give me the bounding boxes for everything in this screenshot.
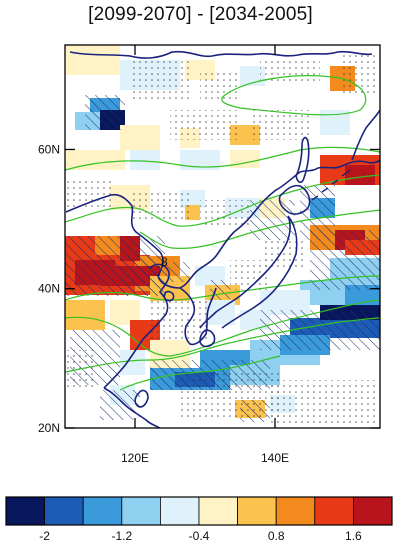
- map-frame: [64, 44, 381, 429]
- colorbar-swatch: [314, 496, 354, 526]
- colorbar-label: -1.2: [111, 529, 132, 543]
- hatch-region: [260, 310, 380, 350]
- colorbar: -2 -1.2 -0.4 0.8 1.6: [5, 496, 393, 543]
- stipple-region: [270, 380, 380, 425]
- coastline-hokkaido: [278, 184, 311, 215]
- colorbar-label: 1.6: [345, 529, 362, 543]
- coastline-china-south: [103, 387, 161, 428]
- colorbar-swatch: [82, 496, 123, 526]
- colorbar-swatch: [237, 496, 277, 526]
- contour-line: [65, 146, 380, 171]
- coastline-honshu: [199, 215, 298, 329]
- colorbar-label: -2: [39, 529, 50, 543]
- colorbar-label: 0.8: [268, 529, 285, 543]
- stipple-region: [130, 190, 190, 220]
- field-cell: [65, 150, 125, 170]
- stipple-region: [150, 300, 210, 340]
- stipple-region: [65, 180, 115, 210]
- coastline-mainland: [65, 50, 380, 289]
- coastline-kurils: [311, 169, 351, 201]
- field-cell: [130, 150, 160, 170]
- contour-line: [221, 75, 367, 116]
- hatch-region: [85, 95, 125, 130]
- coastline-bohai: [103, 263, 170, 389]
- field-cell: [345, 165, 375, 185]
- colorbar-swatch: [352, 496, 393, 526]
- field-cell: [65, 45, 120, 75]
- colorbar-swatch: [5, 496, 45, 526]
- lon-tick-label: 120E: [121, 451, 149, 465]
- field-cell: [65, 300, 105, 330]
- hatch-region: [250, 200, 295, 240]
- map-title: [2099-2070] - [2034-2005]: [88, 4, 313, 25]
- contour-line: [65, 275, 380, 301]
- coastline-kamchatka: [351, 109, 380, 161]
- agreement-stippling: [65, 55, 380, 425]
- contour-lines: [65, 75, 380, 391]
- lat-tick-label: 40N: [38, 282, 60, 296]
- hatch-region: [120, 256, 160, 296]
- stipple-region: [130, 60, 190, 100]
- coastline-sakhalin: [295, 136, 310, 184]
- field-cell: [180, 150, 220, 170]
- coastline-korea: [179, 287, 217, 346]
- field-cell: [230, 150, 260, 168]
- colorbar-swatch: [44, 496, 84, 526]
- colorbar-swatch: [198, 496, 238, 526]
- stipple-region: [200, 70, 240, 100]
- stipple-region: [260, 60, 320, 85]
- coastline-shantung: [163, 290, 175, 302]
- colorbar-frame: [5, 496, 393, 526]
- contour-inline-label: 8: [161, 255, 168, 269]
- stipple-region: [180, 370, 280, 420]
- lat-tick-label: 20N: [38, 421, 60, 435]
- contour-line: [65, 299, 380, 357]
- contour-line: [119, 355, 281, 391]
- stipple-region: [65, 350, 95, 390]
- colorbar-label: -0.4: [189, 529, 210, 543]
- contour-line: [65, 317, 380, 373]
- stipple-region: [170, 110, 240, 140]
- colorbar-swatch: [275, 496, 316, 526]
- contour-line: [139, 209, 380, 249]
- coastlines: [65, 50, 380, 428]
- coastline-taiwan: [134, 389, 149, 408]
- lon-tick-label: 140E: [261, 451, 289, 465]
- contour-line: [65, 174, 380, 227]
- hatch-region: [100, 390, 140, 420]
- stipple-region: [250, 110, 310, 140]
- stipple-region: [200, 200, 250, 225]
- axis-ticks: 60N 40N 20N 120E 140E: [38, 45, 380, 465]
- colorbar-swatch: [121, 496, 161, 526]
- colorbar-swatch: [159, 496, 200, 526]
- field-cell: [120, 125, 160, 150]
- hatch-region: [165, 262, 190, 282]
- stipple-region: [340, 55, 380, 95]
- lat-tick-label: 60N: [38, 142, 60, 156]
- coastline-kyushu: [199, 329, 216, 348]
